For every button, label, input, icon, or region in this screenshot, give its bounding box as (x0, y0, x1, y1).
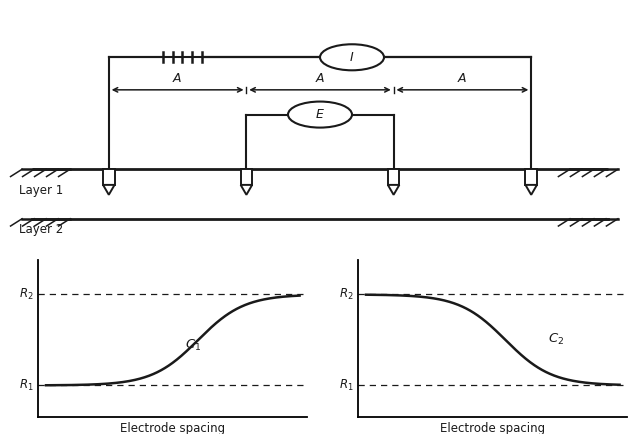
Text: Layer 2: Layer 2 (19, 224, 63, 237)
Text: $C_2$: $C_2$ (548, 332, 564, 348)
Circle shape (288, 102, 352, 128)
Text: $R_2$: $R_2$ (339, 287, 353, 302)
Text: $C_1$: $C_1$ (185, 338, 201, 353)
Bar (388, 169, 399, 185)
Polygon shape (388, 185, 399, 195)
Text: $I$: $I$ (349, 51, 355, 64)
Bar (525, 169, 537, 185)
Text: $R_1$: $R_1$ (19, 378, 33, 393)
Text: $R_1$: $R_1$ (339, 378, 353, 393)
Text: $A$: $A$ (315, 72, 325, 85)
Text: Layer 1: Layer 1 (19, 184, 63, 197)
Polygon shape (103, 185, 115, 195)
Circle shape (320, 44, 384, 70)
Text: $R_2$: $R_2$ (19, 287, 33, 302)
X-axis label: Electrode spacing: Electrode spacing (120, 422, 225, 434)
Text: $E$: $E$ (315, 108, 325, 121)
Bar (241, 169, 252, 185)
X-axis label: Electrode spacing: Electrode spacing (440, 422, 545, 434)
Polygon shape (525, 185, 537, 195)
Polygon shape (241, 185, 252, 195)
Text: $A$: $A$ (457, 72, 468, 85)
Bar (103, 169, 115, 185)
Text: $A$: $A$ (172, 72, 183, 85)
